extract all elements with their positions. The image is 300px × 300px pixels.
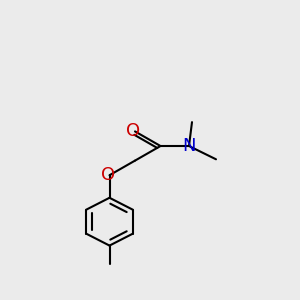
Text: O: O	[126, 122, 141, 140]
Text: O: O	[101, 166, 115, 184]
Text: N: N	[182, 137, 196, 155]
